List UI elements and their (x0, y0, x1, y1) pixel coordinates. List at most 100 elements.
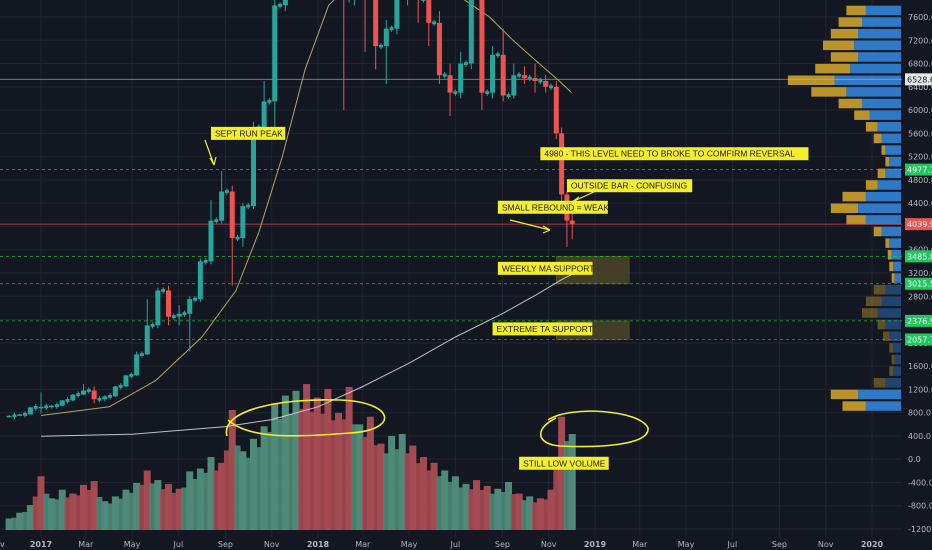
price-tick-label: 7200.0 (908, 36, 932, 45)
price-level-tag (905, 73, 932, 86)
candle-body (261, 101, 267, 128)
volume-profile-sell (846, 215, 866, 225)
volume-profile-sell (881, 145, 886, 155)
volume-bar (500, 492, 507, 530)
volume-bar (504, 482, 512, 530)
candlesticks (6, 0, 575, 419)
candle-body (282, 0, 288, 6)
volume-profile-buy (889, 156, 901, 167)
volume-bar (447, 481, 454, 530)
volume-bar (510, 494, 517, 530)
volume-bar (462, 483, 470, 530)
volume-bar (308, 411, 315, 530)
volume-bar (388, 435, 396, 530)
candle-body (134, 354, 140, 376)
volume-profile-sell (862, 308, 878, 318)
volume-profile-buy (894, 273, 901, 283)
candle-body (543, 81, 549, 87)
volume-bar (478, 490, 485, 530)
candle-body (240, 206, 246, 239)
volume-bar (489, 493, 496, 530)
volume-bar (260, 426, 268, 530)
candle-body (59, 400, 65, 406)
volume-bar (515, 493, 523, 530)
candle-body (521, 75, 527, 79)
annotation-text: SEPT RUN PEAK (215, 128, 283, 138)
candle-body (229, 191, 235, 239)
time-tick-label: May (678, 540, 695, 549)
candle-body (214, 219, 219, 223)
candle-body (548, 85, 553, 89)
volume-profile-buy (862, 17, 901, 27)
volume-profile-buy (893, 343, 901, 353)
time-tick-label: Mar (78, 540, 94, 549)
annotation-label: OUTSIDE BAR - CONFUSING (566, 179, 693, 205)
volume-bar (351, 424, 358, 530)
volume-bar (298, 408, 305, 530)
price-axis[interactable]: 7600.0 7200.0 6800.0 6400.0 6000.0 5600.0 5200… (903, 0, 932, 550)
candle-body (197, 261, 203, 300)
volume-bar (213, 470, 220, 530)
candle-body (155, 290, 161, 326)
volume-profile-sell (865, 122, 878, 132)
candle-body (453, 91, 458, 95)
volume-spike-ellipse-2018 (225, 398, 386, 437)
candle-body (182, 312, 187, 316)
candle-body (559, 133, 565, 195)
volume-bar (494, 488, 502, 530)
annotation-text: SMALL REBOUND = WEAK (502, 202, 609, 212)
volume-bar (398, 434, 406, 530)
annotation-label: SEPT RUN PEAK (204, 126, 286, 166)
volume-bar (64, 497, 71, 530)
annotation-box (497, 261, 593, 275)
volume-bar (75, 495, 82, 530)
time-axis-background (0, 538, 932, 550)
time-axis[interactable]: v 2017 Mar May Jul Sep Nov 2018 Mar May Jul Sep Nov 2… (0, 538, 932, 550)
volume-bar (526, 496, 534, 530)
candle-body (224, 190, 229, 193)
annotation-arrow (509, 219, 551, 234)
candle-body (432, 21, 437, 25)
volume-profile-sell (846, 5, 866, 16)
short-moving-average-line (40, 0, 572, 416)
annotation-box (492, 322, 593, 336)
volume-bar (239, 451, 247, 530)
volume-bar (160, 489, 167, 530)
volume-profile-buy (881, 226, 901, 237)
time-tick-label: Sep (218, 540, 233, 549)
time-tick-label: Jul (173, 540, 184, 549)
candle-body (463, 62, 468, 65)
annotation-text: EXTREME TA SUPPORT (497, 324, 593, 334)
volume-bar (53, 499, 60, 530)
candle-body (394, 0, 400, 29)
volume-bar (202, 472, 209, 530)
volume-bar (287, 413, 294, 530)
candle-body (38, 406, 44, 409)
volume-bar (553, 464, 560, 530)
candle-body (118, 385, 123, 388)
volume-bar (32, 496, 39, 530)
volume-bar (69, 493, 77, 530)
volume-bar (170, 492, 177, 530)
candle-body (112, 386, 118, 397)
volume-bar (483, 485, 491, 530)
volume-bar (181, 487, 188, 530)
volume-bar (473, 480, 481, 530)
volume-profile-buy (885, 145, 901, 155)
volume-bar (366, 416, 374, 530)
volume-bar (404, 453, 411, 530)
volume-bar (154, 480, 162, 530)
volume-profile-buy (865, 215, 901, 225)
volume-bar (255, 447, 262, 530)
volume-bar (11, 517, 18, 530)
annotation-arrow (204, 139, 217, 166)
volume-bar (441, 470, 449, 530)
candle-body (442, 73, 447, 77)
volume-profile-buy (885, 319, 901, 330)
volume-bar (271, 403, 279, 530)
volume-profile-buy (877, 122, 901, 132)
candle-body (468, 0, 474, 64)
annotation-text: 4980 - THIS LEVEL NEED TO BROKE TO COMFI… (544, 149, 795, 159)
time-tick-label: Nov (264, 540, 280, 549)
